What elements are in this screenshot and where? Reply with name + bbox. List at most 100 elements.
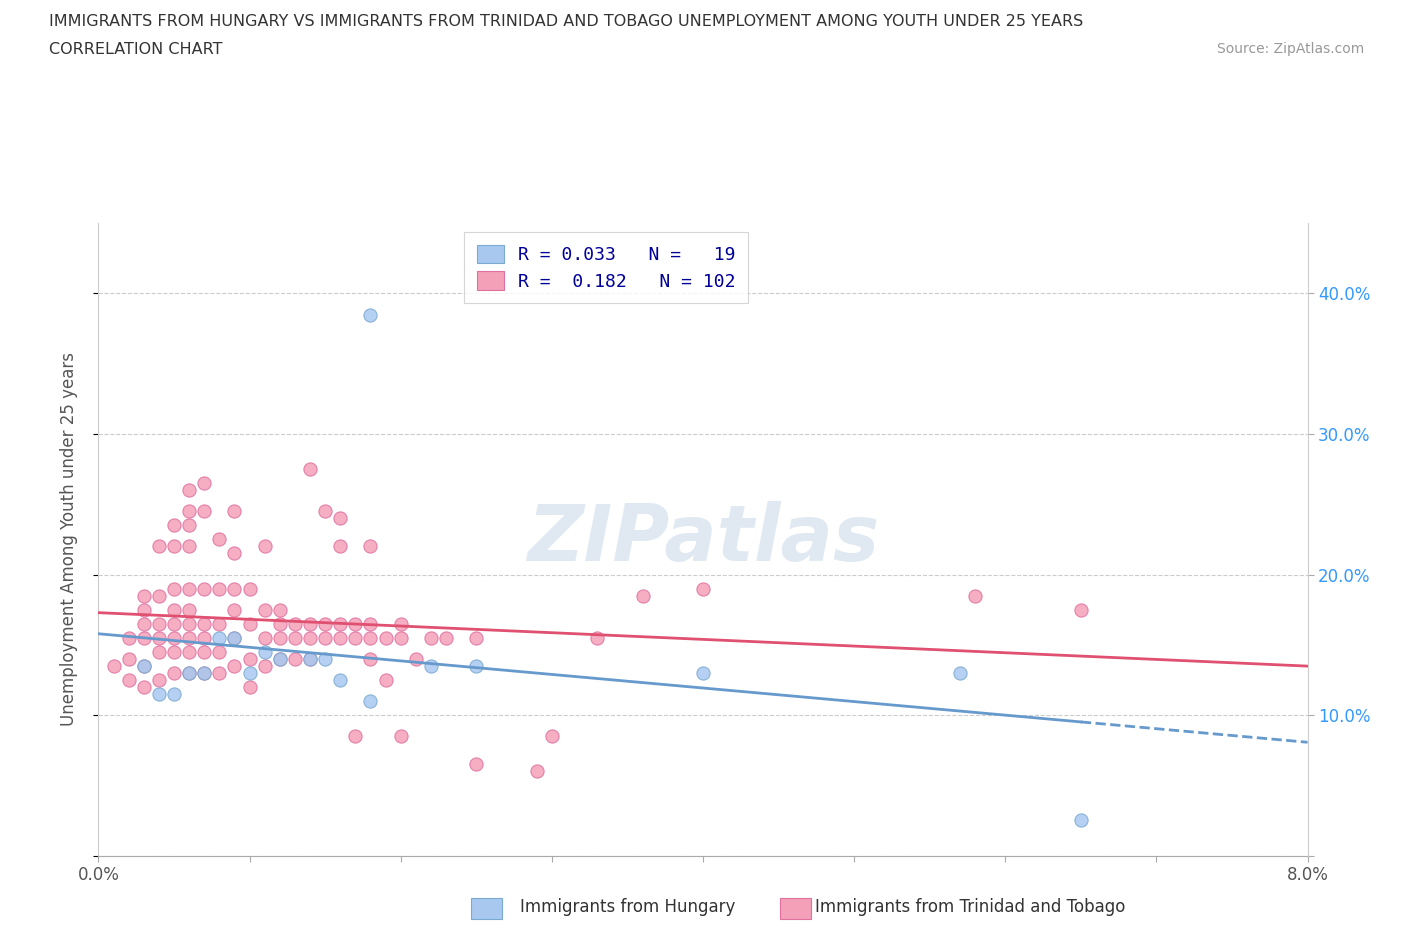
Point <box>344 617 367 631</box>
Point <box>118 672 141 687</box>
Point <box>360 631 382 645</box>
Point <box>360 694 382 709</box>
Point <box>314 617 336 631</box>
Point <box>148 588 170 603</box>
Point <box>148 686 170 701</box>
Point <box>420 658 443 673</box>
Point <box>208 631 231 645</box>
Point <box>208 666 231 681</box>
Point <box>360 617 382 631</box>
Point <box>148 617 170 631</box>
Point <box>253 631 276 645</box>
Point <box>299 651 322 666</box>
Text: Immigrants from Hungary: Immigrants from Hungary <box>520 897 735 916</box>
Point <box>224 631 246 645</box>
Point <box>269 651 291 666</box>
Point <box>420 631 443 645</box>
Point <box>269 617 291 631</box>
Point <box>179 603 201 618</box>
Point <box>193 617 215 631</box>
Point <box>132 603 155 618</box>
Point <box>179 666 201 681</box>
Text: ZIPatlas: ZIPatlas <box>527 501 879 578</box>
Point <box>253 644 276 659</box>
Point <box>224 631 246 645</box>
Point <box>389 617 412 631</box>
Point <box>132 631 155 645</box>
Point <box>208 581 231 596</box>
Point <box>179 483 201 498</box>
Point <box>179 504 201 519</box>
Point <box>179 539 201 554</box>
Point <box>224 603 246 618</box>
Y-axis label: Unemployment Among Youth under 25 years: Unemployment Among Youth under 25 years <box>59 352 77 726</box>
Point <box>163 617 186 631</box>
Point <box>224 504 246 519</box>
Point <box>224 546 246 561</box>
Point <box>132 680 155 695</box>
Point <box>329 617 352 631</box>
Point <box>132 658 155 673</box>
Point <box>193 631 215 645</box>
Point <box>163 666 186 681</box>
Point <box>526 764 548 778</box>
Legend: R = 0.033   N =   19, R =  0.182   N = 102: R = 0.033 N = 19, R = 0.182 N = 102 <box>464 232 748 303</box>
Point <box>541 729 564 744</box>
Text: IMMIGRANTS FROM HUNGARY VS IMMIGRANTS FROM TRINIDAD AND TOBAGO UNEMPLOYMENT AMON: IMMIGRANTS FROM HUNGARY VS IMMIGRANTS FR… <box>49 14 1084 29</box>
Point <box>1070 813 1092 828</box>
Point <box>132 658 155 673</box>
Text: CORRELATION CHART: CORRELATION CHART <box>49 42 222 57</box>
Point <box>253 603 276 618</box>
Point <box>269 651 291 666</box>
Point <box>103 658 125 673</box>
Point <box>465 757 488 772</box>
Point <box>299 651 322 666</box>
Point <box>329 631 352 645</box>
Point <box>374 631 396 645</box>
Point <box>179 666 201 681</box>
Point <box>208 644 231 659</box>
Point <box>132 588 155 603</box>
Point <box>344 729 367 744</box>
Point <box>965 588 987 603</box>
Point <box>163 631 186 645</box>
Point <box>949 666 972 681</box>
Point <box>434 631 457 645</box>
Point <box>284 651 307 666</box>
Point <box>389 631 412 645</box>
Point <box>253 539 276 554</box>
Point <box>314 651 336 666</box>
Point <box>148 672 170 687</box>
Point <box>163 603 186 618</box>
Point <box>631 588 654 603</box>
Point <box>253 658 276 673</box>
Point <box>193 666 215 681</box>
Point <box>269 603 291 618</box>
Point <box>208 532 231 547</box>
Point <box>239 651 262 666</box>
Point <box>193 504 215 519</box>
Point <box>586 631 609 645</box>
Point <box>329 511 352 525</box>
Text: Immigrants from Trinidad and Tobago: Immigrants from Trinidad and Tobago <box>815 897 1126 916</box>
Point <box>284 631 307 645</box>
Point <box>179 581 201 596</box>
Point <box>179 631 201 645</box>
Point <box>360 539 382 554</box>
Point <box>239 617 262 631</box>
Point <box>314 631 336 645</box>
Point <box>179 518 201 533</box>
Point <box>239 581 262 596</box>
Point <box>193 476 215 491</box>
Text: Source: ZipAtlas.com: Source: ZipAtlas.com <box>1216 42 1364 56</box>
Point <box>360 651 382 666</box>
Point <box>193 644 215 659</box>
Point <box>118 631 141 645</box>
Point <box>118 651 141 666</box>
Point <box>465 658 488 673</box>
Point <box>193 581 215 596</box>
Point <box>299 461 322 476</box>
Point <box>148 539 170 554</box>
Point <box>163 644 186 659</box>
Point <box>465 631 488 645</box>
